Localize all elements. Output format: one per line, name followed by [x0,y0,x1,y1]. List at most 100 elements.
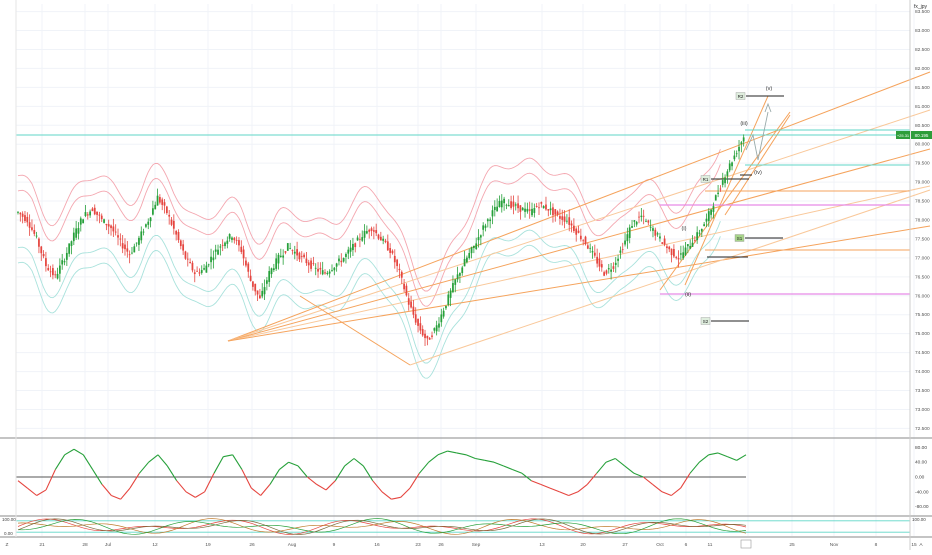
left-corner-label: Z [6,542,9,548]
candle-body [263,287,266,295]
candle-body [375,230,378,234]
candle-body [324,272,326,274]
candle-body [445,305,447,309]
candle-body [72,232,75,242]
candle-body [89,211,91,216]
candle-body [238,240,240,246]
candle-body [579,235,582,240]
candle-body [386,241,389,251]
price-tick-label: 75.500 [915,312,930,318]
candle-body [382,238,385,241]
candle-body [461,267,464,274]
candle-body [624,240,626,245]
candle-body [561,216,564,220]
candle-body [528,209,531,211]
candle-body [333,267,336,271]
osc-segment [391,496,401,500]
candle-body [182,244,185,251]
candle-body [598,258,601,267]
candle-body [38,238,40,247]
price-tick-label: 82.000 [915,66,930,72]
osc-segment [605,457,616,463]
osc-segment [260,484,271,496]
candle-body [224,242,226,247]
pivot-tag-r1: R1 [703,177,709,182]
candle-body [742,137,745,142]
candle-body [584,236,587,245]
candle-body [673,249,675,257]
candle-body [419,323,422,331]
osc-segment [241,469,252,489]
candle-body [559,216,561,219]
wave-annotations: (i) (ii) (iii) (iv) (v) [682,86,773,298]
candle-body [293,251,296,254]
candle-body [140,231,143,241]
candle-body [242,249,245,259]
candle-body [26,216,29,223]
candle-body [426,335,429,339]
wave-label: (ii) [685,292,691,298]
candle-body [245,260,247,266]
osc-segment [166,465,178,481]
candle-body [617,258,619,261]
candle-body [472,245,475,249]
price-tick-label: 73.500 [915,388,930,394]
pitchfork-tool[interactable] [227,71,931,366]
candle-body [179,240,182,247]
price-tick-label: 81.000 [915,104,930,110]
time-tick-label: 23 [415,542,421,548]
candle-body [403,283,405,290]
candle-body [612,266,615,269]
candle-body [265,280,268,284]
candle-body [217,249,219,255]
candle-body [717,192,719,194]
candle-body [668,246,671,250]
candle-body [345,253,347,257]
candle-body [449,290,452,298]
candle-body [17,212,19,213]
candle-body [610,269,612,272]
candle-body [100,215,103,220]
candle-body [284,251,287,253]
osc-tick-label: -80.00 [915,504,929,510]
price-tick-label: 80.500 [915,123,930,129]
candle-body [635,221,638,225]
candle-body [600,264,603,268]
last-price-left-text: +25.31 [897,133,910,138]
candle-body [540,202,543,204]
osc-segment [17,480,28,489]
osc-segment [680,473,691,489]
candle-body [491,210,494,217]
candle-body [349,247,352,252]
candle-body [533,208,536,213]
time-tick-label: Jul [105,542,111,548]
candle-body [203,268,205,270]
oscillator-pane: 80.00 40.00 0.00 -40.00 -80.00 [0,437,932,538]
horizontal-levels[interactable]: R2 R1 S1 S2 [16,92,910,325]
osc-segment [475,457,485,461]
price-tick-label: 81.500 [915,85,930,91]
candle-body [35,235,38,237]
osc-segment [288,461,299,467]
candle-body [338,258,340,262]
candle-body [214,249,217,252]
candle-body [605,270,608,274]
candle-body [442,310,445,317]
candle-body [577,230,580,233]
candle-body [303,254,305,258]
candle-body [440,314,443,323]
price-tick-label: 74.000 [915,369,930,375]
candle-body [259,295,261,299]
candle-body [454,279,457,285]
time-tick-label: 26 [438,542,444,548]
candle-body [254,283,257,292]
osc-segment [204,473,215,493]
candle-body [105,224,108,226]
candle-body [198,272,201,274]
osc-segment [138,461,150,474]
osc-segment [306,476,318,485]
candle-body [470,247,473,254]
candle-body [468,253,471,259]
